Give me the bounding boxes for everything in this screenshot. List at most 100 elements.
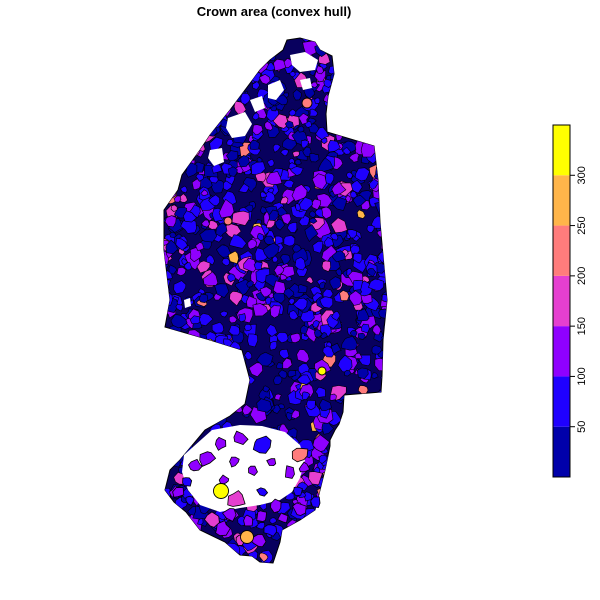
crown-polygon	[367, 421, 375, 429]
crown-polygon	[182, 337, 196, 353]
crown-polygon	[164, 38, 174, 47]
crown-polygon	[315, 126, 330, 140]
crown-polygon	[307, 524, 317, 533]
crown-polygon	[368, 70, 379, 80]
legend-tick-label: 50	[576, 421, 588, 433]
crown-polygon	[377, 138, 387, 158]
crown-polygon	[187, 127, 195, 136]
crown-polygon	[296, 349, 310, 364]
crown-polygon	[330, 38, 341, 43]
crown-polygon	[333, 111, 347, 124]
crown-polygon	[383, 237, 387, 251]
crown-polygon	[327, 522, 341, 536]
crown-polygon	[377, 201, 387, 213]
crown-polygon	[164, 337, 172, 352]
crown-polygon	[380, 150, 387, 159]
crown-polygon	[215, 520, 231, 537]
crown-polygon	[371, 506, 382, 517]
crown-polygon	[189, 91, 197, 98]
crown-polygon	[372, 48, 387, 63]
crown-polygon	[376, 470, 387, 482]
crown-polygon	[348, 152, 360, 163]
crown-polygon	[375, 403, 387, 417]
crown-polygon	[186, 557, 202, 563]
crown-polygon	[178, 547, 191, 560]
crown-polygon	[180, 185, 188, 194]
crown-polygon	[272, 144, 281, 153]
canopy-gap	[184, 298, 191, 308]
map-body	[163, 37, 388, 564]
crown-polygon	[297, 125, 305, 133]
crown-polygon	[205, 98, 218, 112]
crown-polygon	[266, 158, 275, 167]
crown-polygon	[194, 403, 206, 413]
crown-polygon	[327, 476, 343, 491]
crown-polygon	[327, 139, 341, 153]
crown-polygon	[195, 173, 204, 182]
crown-polygon	[237, 155, 250, 168]
crown-polygon	[308, 471, 323, 486]
crown-polygon	[319, 491, 333, 505]
crown-polygon	[218, 552, 232, 563]
crown-polygon	[338, 56, 354, 71]
crown-polygon	[383, 529, 387, 538]
crown-polygon	[386, 541, 387, 550]
crown-polygon	[164, 38, 180, 50]
crown-polygon	[292, 243, 302, 253]
crown-polygon	[384, 334, 387, 341]
crown-polygon	[346, 67, 359, 82]
crown-polygon	[344, 369, 352, 377]
crown-polygon	[172, 487, 185, 498]
crown-polygon	[214, 394, 225, 406]
crown-polygon	[164, 555, 170, 563]
crown-polygon	[226, 77, 242, 92]
crown-polygon	[167, 38, 183, 51]
crown-polygon	[187, 329, 201, 344]
crown-polygon	[309, 108, 319, 117]
crown-polygon	[164, 124, 169, 140]
crown-polygon	[287, 369, 297, 378]
crown-polygon	[173, 38, 187, 49]
crown-polygon	[352, 194, 367, 207]
crown-polygon	[294, 159, 302, 166]
crown-polygon	[357, 438, 368, 447]
crown-polygon	[356, 86, 370, 101]
crown-polygon	[252, 124, 264, 136]
crown-polygon	[349, 127, 360, 139]
crown-polygon	[188, 539, 198, 550]
crown-polygon	[349, 475, 362, 489]
crown-polygon	[346, 60, 364, 76]
crown-polygon	[359, 396, 372, 410]
crown-polygon	[305, 540, 320, 555]
crown-polygon	[199, 63, 211, 79]
crown-polygon	[164, 251, 169, 265]
crown-polygon	[211, 321, 225, 334]
crown-polygon	[298, 112, 310, 125]
crown-polygon	[198, 38, 207, 46]
crown-polygon	[327, 499, 340, 514]
crown-polygon	[317, 366, 327, 376]
crown-polygon	[369, 90, 378, 99]
crown-polygon	[269, 340, 278, 351]
crown-polygon	[258, 502, 267, 511]
crown-polygon	[200, 189, 209, 196]
crown-polygon	[189, 315, 201, 325]
crown-polygon	[172, 342, 186, 357]
crown-polygon	[346, 516, 355, 524]
crown-polygon	[357, 536, 367, 544]
crown-polygon	[358, 466, 366, 475]
crown-polygon	[164, 170, 176, 186]
crown-polygon	[173, 280, 187, 295]
crown-polygon	[223, 393, 233, 405]
crown-polygon	[205, 381, 216, 392]
crown-polygon	[310, 496, 321, 508]
crown-polygon	[256, 487, 269, 497]
crown-polygon	[366, 225, 375, 233]
crown-polygon	[226, 55, 241, 69]
crown-polygon	[373, 109, 386, 120]
crown-polygon	[280, 196, 289, 205]
crown-polygon	[349, 515, 368, 534]
crown-polygon	[164, 77, 166, 88]
crown-polygon	[230, 352, 247, 366]
